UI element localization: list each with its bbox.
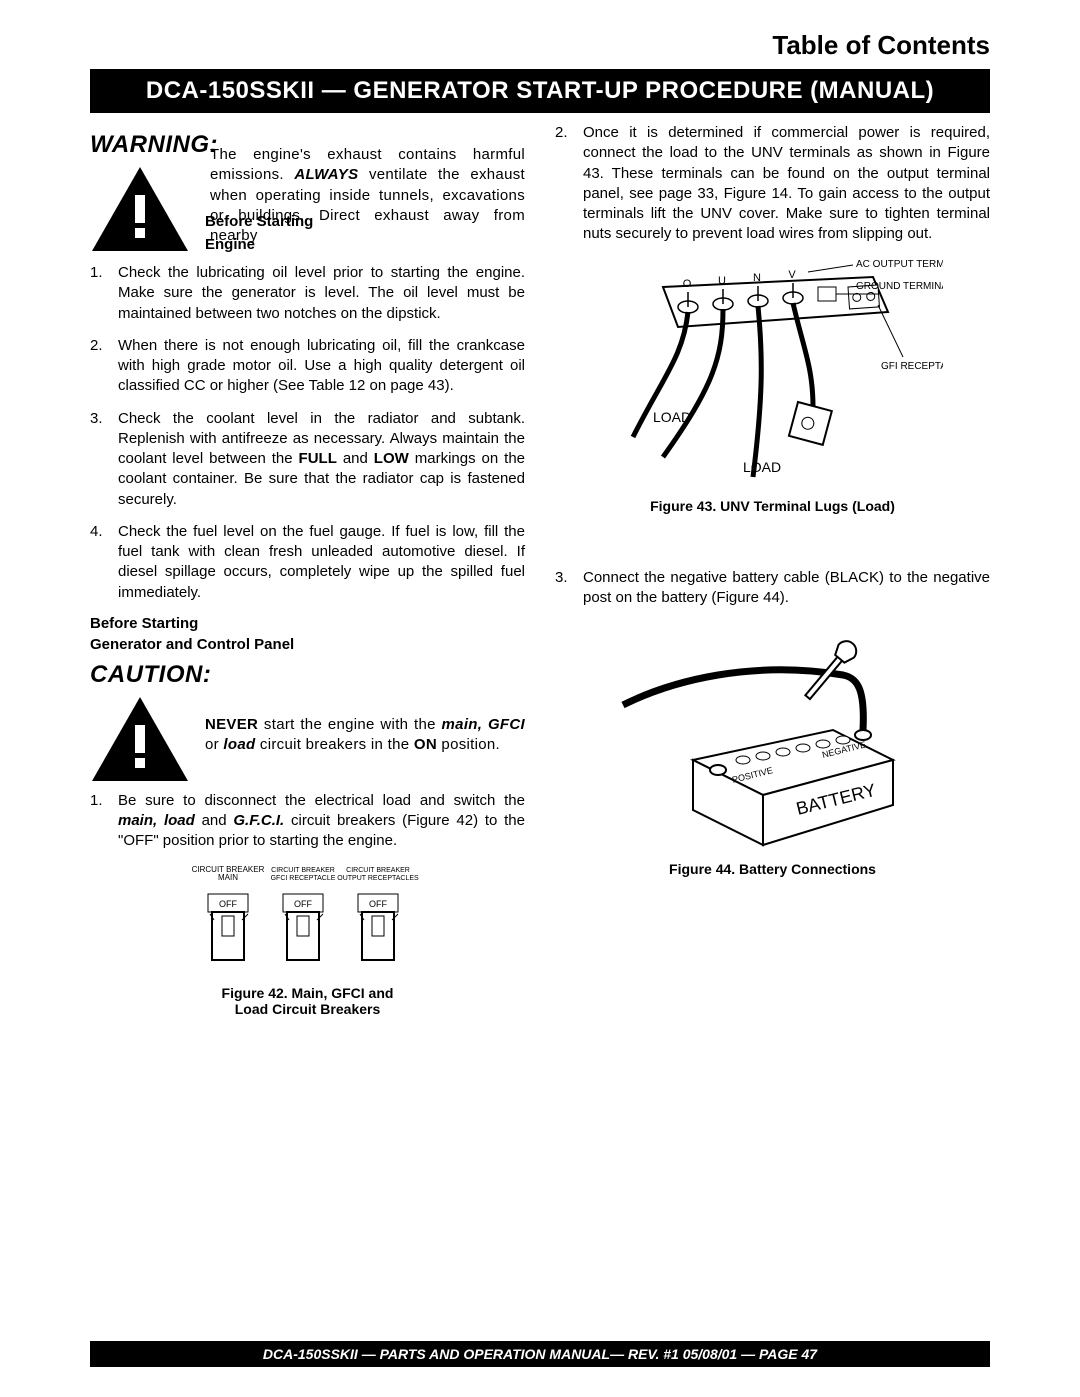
warning-text-flow: The engine's exhaust contains harmful em… — [210, 145, 525, 263]
lbl-gnd: GROUND TERMINAL — [856, 281, 943, 292]
brk-off-c: OFF — [369, 899, 387, 909]
lbl-gfi: GFI RECEPTACLE — [881, 361, 943, 372]
caution-paragraph: NEVER start the engine with the main, GF… — [205, 715, 525, 785]
warning-always: ALWAYS — [294, 166, 358, 183]
figure-44-diagram: POSITIVE NEGATIVE BATTERY — [555, 620, 990, 855]
brk-c2: OUTPUT RECEPTACLES — [337, 875, 419, 882]
figure-42-caption: Figure 42. Main, GFCI and Load Circuit B… — [90, 985, 525, 1017]
brk-b2: GFCI RECEPTACLE — [270, 875, 335, 882]
right-column: Once it is determined if commercial powe… — [555, 123, 990, 1031]
right-step-2-list: Once it is determined if commercial powe… — [555, 123, 990, 245]
brk-b1: CIRCUIT BREAKER — [271, 867, 335, 874]
right-step-3-list: Connect the negative battery cable (BLAC… — [555, 568, 990, 609]
page-title-bar: DCA-150SSKII — GENERATOR START-UP PROCED… — [90, 69, 990, 113]
engine-step: Check the lubricating oil level prior to… — [90, 263, 525, 324]
engine-step: Check the fuel level on the fuel gauge. … — [90, 522, 525, 603]
caution-block: NEVER start the engine with the main, GF… — [90, 695, 525, 785]
lbl-o: O — [682, 278, 691, 290]
brk-off-a: OFF — [219, 899, 237, 909]
figure-43-caption: Figure 43. UNV Terminal Lugs (Load) — [555, 498, 990, 514]
brk-c1: CIRCUIT BREAKER — [346, 867, 410, 874]
lbl-n: N — [753, 272, 761, 284]
brk-off-b: OFF — [294, 899, 312, 909]
lbl-v: V — [788, 269, 796, 281]
right-step-2: Once it is determined if commercial powe… — [555, 123, 990, 245]
table-of-contents-link[interactable]: Table of Contents — [90, 30, 990, 61]
circuit-breaker-svg: CIRCUIT BREAKER MAIN OFF CIRCUIT BREAKER… — [178, 864, 438, 974]
lbl-u: U — [718, 275, 726, 287]
unv-terminals-svg: O U N V — [603, 257, 943, 487]
engine-step: Check the coolant level in the radiator … — [90, 409, 525, 510]
battery-svg: POSITIVE NEGATIVE BATTERY — [613, 620, 933, 850]
lbl-load2: LOAD — [743, 459, 781, 475]
two-column-layout: WARNING: Before Starting Engine The engi… — [90, 123, 990, 1031]
figure-44-caption: Figure 44. Battery Connections — [555, 861, 990, 877]
brk-a2: MAIN — [218, 873, 238, 882]
figure-43-diagram: O U N V — [555, 257, 990, 492]
panel-steps-list: Be sure to disconnect the electrical loa… — [90, 791, 525, 852]
caution-triangle-icon — [90, 695, 190, 785]
engine-steps-list: Check the lubricating oil level prior to… — [90, 263, 525, 603]
caution-heading: CAUTION: — [90, 661, 525, 689]
panel-step: Be sure to disconnect the electrical loa… — [90, 791, 525, 852]
generator-panel-label: Generator and Control Panel — [90, 636, 525, 653]
figure-42-diagram: CIRCUIT BREAKER MAIN OFF CIRCUIT BREAKER… — [90, 864, 525, 979]
right-step-3: Connect the negative battery cable (BLAC… — [555, 568, 990, 609]
warning-triangle-icon — [90, 165, 190, 255]
footer-bar: DCA-150SSKII — PARTS AND OPERATION MANUA… — [90, 1341, 990, 1367]
left-column: WARNING: Before Starting Engine The engi… — [90, 123, 525, 1031]
lbl-ac: AC OUTPUT TERMINALS — [856, 259, 943, 270]
lbl-load1: LOAD — [653, 409, 691, 425]
before-starting-2: Before Starting — [90, 615, 525, 632]
engine-step: When there is not enough lubricating oil… — [90, 336, 525, 397]
warning-paragraph: The engine's exhaust contains harmful em… — [210, 145, 525, 246]
